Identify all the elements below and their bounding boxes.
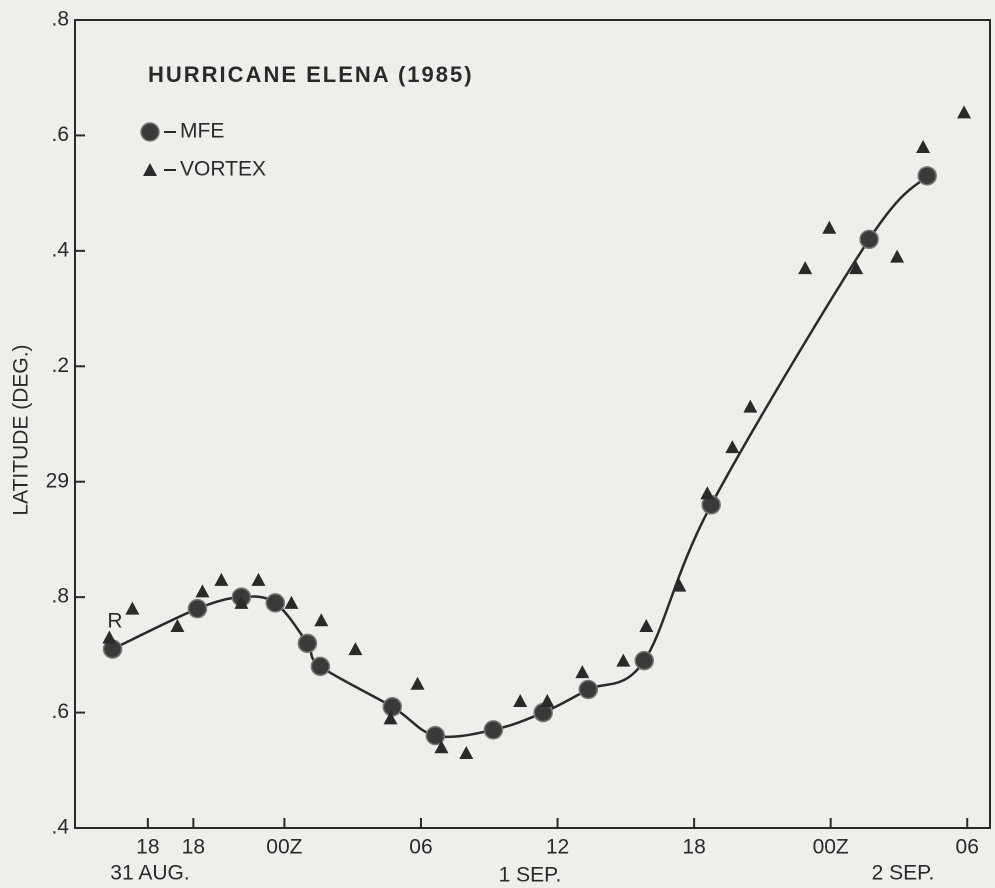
- date-label: 1 SEP.: [499, 864, 562, 887]
- date-label: 2 SEP.: [872, 862, 935, 885]
- mfe-point: [483, 720, 504, 740]
- x-tick-label: 00Z: [813, 836, 849, 859]
- x-tick-label: 12: [546, 836, 569, 859]
- y-tick-label: .6: [51, 700, 69, 723]
- mfe-point: [578, 679, 599, 700]
- vortex-point: [410, 676, 425, 690]
- vortex-point: [672, 578, 687, 592]
- y-tick-label: 29: [46, 469, 69, 492]
- vortex-point: [639, 619, 654, 632]
- mfe-point: [425, 725, 446, 746]
- x-tick-label: 06: [956, 836, 979, 859]
- y-axis-label: LATITUDE (DEG.): [10, 344, 33, 515]
- vortex-point: [798, 261, 813, 275]
- x-tick-label: 18: [182, 836, 205, 859]
- vortex-point: [459, 745, 474, 759]
- y-tick-label: .8: [51, 8, 69, 31]
- vortex-point: [170, 619, 185, 632]
- vortex-point: [125, 601, 140, 615]
- mfe-point: [859, 229, 879, 250]
- vortex-point: [143, 163, 157, 176]
- vortex-point: [700, 486, 715, 500]
- y-tick-label: .8: [51, 585, 69, 608]
- vortex-point: [849, 261, 864, 275]
- track-curve: [112, 174, 929, 739]
- date-label: 31 AUG.: [110, 862, 189, 885]
- y-tick-label: .6: [51, 123, 69, 146]
- mfe-point: [297, 633, 318, 654]
- vortex-point: [957, 105, 972, 119]
- mfe-point: [634, 650, 655, 671]
- x-tick-label: 00Z: [266, 836, 302, 859]
- x-tick-label: 18: [136, 836, 159, 859]
- plot-frame: [74, 19, 991, 829]
- y-tick-label: .4: [51, 816, 69, 839]
- vortex-point: [575, 665, 590, 679]
- vortex-point: [540, 694, 555, 708]
- vortex-point: [214, 572, 229, 586]
- mfe-point: [187, 598, 208, 619]
- vortex-point: [890, 249, 905, 263]
- mfe-point: [310, 656, 331, 677]
- mfe-point: [382, 697, 403, 717]
- y-tick-label: .2: [51, 354, 69, 377]
- annotation: R: [107, 610, 122, 633]
- x-tick-label: 18: [682, 836, 705, 859]
- vortex-point: [725, 440, 740, 454]
- y-tick-label: .4: [51, 238, 69, 261]
- vortex-point: [822, 220, 837, 234]
- vortex-point: [314, 613, 329, 627]
- legend-label: MFE: [180, 120, 224, 143]
- vortex-point: [383, 711, 398, 725]
- vortex-point: [916, 139, 931, 153]
- vortex-point: [195, 584, 210, 598]
- mfe-point: [265, 593, 286, 613]
- x-tick-label: 06: [409, 836, 432, 859]
- vortex-point: [251, 572, 266, 586]
- vortex-point: [616, 653, 631, 667]
- mfe-point: [917, 166, 937, 186]
- mfe-point: [140, 122, 160, 142]
- vortex-point: [234, 595, 249, 609]
- vortex-point: [513, 694, 528, 708]
- vortex-point: [434, 740, 449, 754]
- chart-title: HURRICANE ELENA (1985): [148, 62, 474, 87]
- vortex-point: [743, 399, 758, 413]
- vortex-point: [348, 642, 363, 656]
- legend-label: VORTEX: [180, 158, 266, 181]
- vortex-point: [284, 595, 299, 609]
- vortex-point: [102, 630, 117, 644]
